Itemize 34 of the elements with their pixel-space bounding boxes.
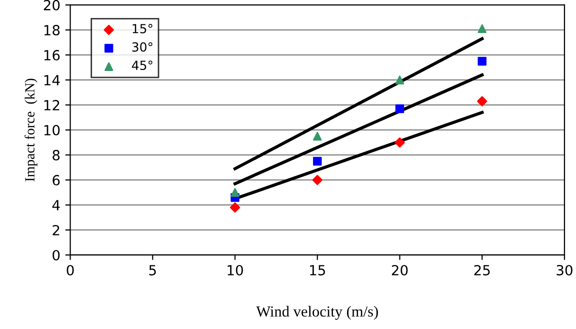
y-tick-label: 8 [52,150,60,160]
point [478,24,486,34]
x-tick-label: 30 [556,264,572,276]
y-tick-label: 2 [52,224,60,236]
point [230,188,240,197]
x-tick-label: 25 [474,264,490,276]
point [394,137,405,148]
x-axis-title: Wind velocity (m/s) [256,306,378,320]
point [395,76,404,84]
x-tick-label: 0 [66,264,74,276]
point [312,174,322,186]
y-tick-label: 4 [52,200,60,210]
point [313,156,322,166]
y-axis-title: Impact force (kN) [24,78,38,182]
x-tick-label: 10 [228,264,243,276]
point [477,96,488,106]
point [478,56,486,66]
legend-label: 15° [132,24,152,34]
y-tick-label: 18 [44,24,60,36]
point [395,104,404,114]
x-tick-label: 5 [149,265,156,276]
y-tick-label: 16 [44,50,60,60]
x-tick-label: 20 [392,264,408,276]
y-tick-label: 14 [44,75,60,86]
legend-label: 30° [132,42,152,52]
point [313,132,322,141]
point [230,202,240,213]
y-tick-label: 0 [52,250,60,260]
y-tick-label: 20 [44,0,60,10]
x-tick-label: 15 [310,265,325,276]
y-tick-label: 10 [44,124,60,136]
y-tick-label: 6 [52,174,60,186]
legend-label: 45° [132,60,152,70]
y-tick-label: 12 [44,100,60,110]
